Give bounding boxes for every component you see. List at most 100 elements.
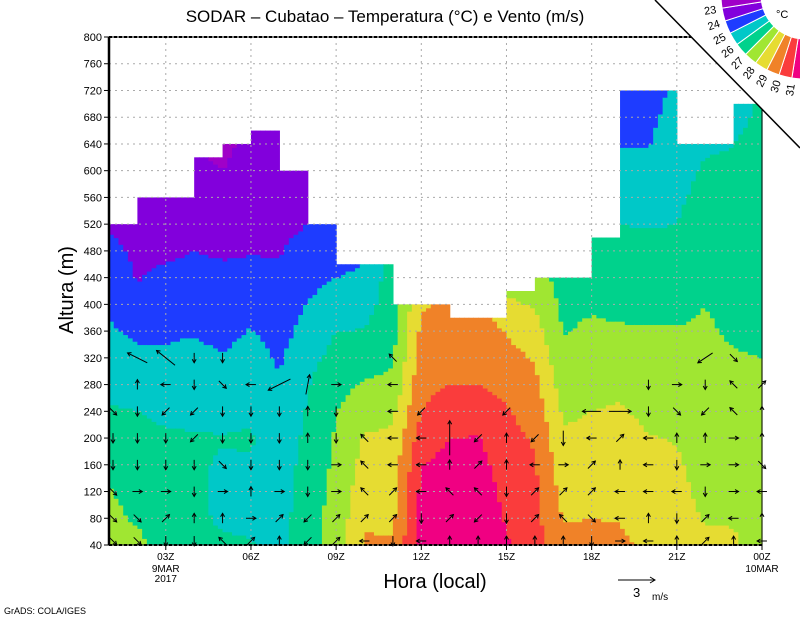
contour-fill — [643, 227, 650, 326]
legend-level-label: 26 — [719, 44, 736, 61]
contour-fill — [553, 387, 560, 486]
contour-fill — [269, 357, 276, 546]
contour-fill — [615, 321, 621, 402]
contour-fill — [118, 331, 124, 409]
wind-vector — [303, 514, 312, 523]
x-tick-label: 03Z — [157, 552, 174, 563]
footer-credit: GrADS: COLA/IGES — [4, 606, 86, 616]
y-tick-label: 800 — [84, 32, 102, 44]
wind-arrow-head — [678, 382, 683, 388]
wind-arrow-head — [676, 411, 682, 416]
contour-fill — [558, 277, 564, 322]
wind-arrow-head — [155, 349, 161, 355]
contour-fill — [378, 374, 385, 429]
wind-arrow-shaft — [108, 536, 118, 546]
contour-fill — [113, 224, 120, 239]
contour-fill — [203, 157, 209, 255]
contour-fill — [700, 160, 706, 309]
wind-arrow-head — [560, 535, 566, 540]
contour-fill — [194, 250, 200, 339]
y-tick-label: 440 — [84, 273, 102, 285]
contour-fill — [634, 147, 640, 229]
wind-arrow-head — [276, 439, 282, 444]
wind-arrow-shaft — [445, 487, 454, 496]
contour-fill — [667, 324, 673, 442]
wind-vector — [388, 353, 397, 362]
wind-arrow-head — [581, 408, 587, 414]
wind-vector — [155, 349, 176, 366]
contour-fill — [667, 224, 673, 326]
contour-fill — [279, 170, 285, 255]
contour-fill — [317, 287, 323, 362]
legend-level-label: 23 — [703, 4, 717, 18]
contour-fill — [525, 357, 531, 439]
wind-vector — [674, 513, 680, 525]
wind-arrow-head — [558, 513, 564, 519]
chart-title: SODAR – Cubatao – Temperatura (°C) e Ven… — [186, 7, 585, 26]
wind-arrow-head — [335, 536, 341, 542]
contour-fill — [426, 461, 432, 546]
contour-fill — [340, 401, 347, 546]
wind-vector — [701, 513, 710, 523]
wind-vector — [558, 513, 568, 523]
wind-arrow-head — [358, 538, 364, 544]
contour-fill — [123, 250, 129, 336]
wind-arrow-head — [392, 487, 398, 492]
wind-arrow-shaft — [108, 514, 118, 523]
contour-fill — [392, 304, 399, 346]
contour-fill — [700, 143, 706, 162]
contour-fill — [274, 130, 280, 259]
contour-fill — [544, 277, 550, 346]
legend-unit: °C — [776, 9, 788, 21]
contour-fill — [709, 143, 716, 155]
wind-arrow-head — [360, 460, 365, 466]
wind-arrow-shaft — [729, 380, 738, 389]
contour-fill — [198, 254, 205, 342]
wind-arrow-head — [390, 542, 396, 547]
contour-fill — [681, 143, 687, 205]
contour-fill — [648, 227, 654, 326]
wind-arrow-head — [134, 439, 140, 444]
wind-arrow-head — [734, 435, 740, 441]
contour-fill — [653, 434, 659, 546]
contour-fill — [610, 521, 616, 546]
wind-arrow-head — [112, 491, 118, 496]
contour-fill — [525, 438, 531, 546]
wind-vector — [415, 489, 427, 494]
contour-fill — [691, 317, 697, 499]
contour-fill — [534, 277, 541, 315]
contour-fill — [662, 90, 668, 98]
wind-vector — [729, 406, 738, 416]
wind-arrow-head — [191, 385, 197, 391]
wind-arrow-shaft — [474, 433, 483, 443]
wind-vector — [474, 460, 483, 469]
contour-fill — [544, 421, 550, 546]
contour-fill — [501, 401, 508, 523]
wind-vector — [386, 382, 398, 388]
wind-arrow-head — [222, 384, 227, 389]
contour-fill — [515, 347, 522, 426]
contour-fill — [250, 254, 257, 332]
wind-arrow-shaft — [701, 514, 710, 523]
wind-vector — [305, 486, 311, 498]
contour-fill — [288, 237, 295, 339]
contour-fill — [250, 130, 257, 255]
contour-fill — [530, 307, 536, 362]
contour-fill — [582, 414, 588, 519]
wind-vector — [191, 459, 197, 471]
contour-fill — [738, 103, 744, 135]
contour-fill — [165, 344, 172, 429]
contour-fill — [127, 407, 134, 523]
contour-fill — [444, 384, 451, 442]
contour-fill — [222, 260, 228, 352]
wind-arrow-head — [280, 489, 286, 494]
contour-fill — [170, 428, 176, 546]
wind-vector — [163, 433, 169, 444]
wind-arrow-head — [449, 513, 455, 519]
wind-vector — [134, 459, 140, 471]
contour-fill — [549, 451, 555, 546]
contour-fill — [232, 257, 238, 342]
contour-fill — [667, 441, 673, 546]
contour-fill — [246, 327, 252, 429]
